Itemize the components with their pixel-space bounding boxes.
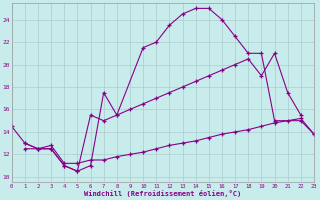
X-axis label: Windchill (Refroidissement éolien,°C): Windchill (Refroidissement éolien,°C) [84, 190, 242, 197]
